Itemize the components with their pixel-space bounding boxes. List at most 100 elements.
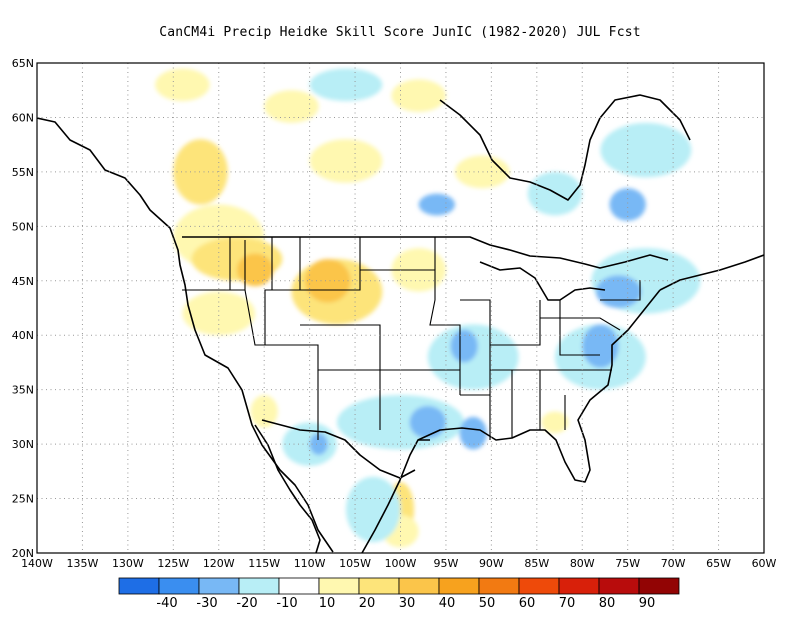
colorbar-label: 90 [639, 596, 656, 611]
colorbar-label: 20 [359, 596, 376, 611]
colorbar-label: -20 [236, 596, 257, 611]
skill-region [236, 253, 274, 287]
skill-region [305, 259, 351, 303]
skill-region [595, 275, 642, 308]
colorbar-bin [518, 577, 560, 595]
coastlines-and-borders [37, 94, 764, 553]
colorbar-label: -10 [276, 596, 297, 611]
skill-region [309, 139, 383, 183]
lon-tick-label: 85W [524, 557, 549, 570]
state-line [300, 324, 381, 370]
lat-tick-label: 40N [12, 329, 34, 342]
lat-tick-label: 65N [12, 57, 34, 70]
skill-region [541, 411, 569, 434]
colorbar-bin [358, 577, 400, 595]
lat-tick-label: 60N [12, 111, 34, 124]
lon-tick-label: 95W [434, 557, 459, 570]
state-line [317, 370, 381, 440]
lon-tick-label: 135W [67, 557, 99, 570]
lat-tick-label: 45N [12, 275, 34, 288]
colorbar-label: -40 [156, 596, 177, 611]
lat-tick-label: 50N [12, 220, 34, 233]
lon-tick-label: 65W [706, 557, 731, 570]
state-line [360, 236, 436, 270]
skill-region [309, 433, 328, 455]
skill-region [609, 188, 646, 221]
colorbar-label: 40 [439, 596, 456, 611]
skill-score-shading [155, 68, 701, 548]
us-mexico-border [261, 419, 416, 479]
skill-region [418, 193, 456, 216]
skill-region [182, 291, 256, 336]
lat-tick-label: 20N [12, 547, 34, 560]
pacific-coastline [37, 117, 334, 553]
lon-tick-label: 80W [570, 557, 595, 570]
lat-tick-label: 55N [12, 166, 34, 179]
lon-tick-label: 125W [157, 557, 189, 570]
chart-title: CanCM4i Precip Heidke Skill Score JunIC … [159, 25, 641, 40]
skill-region [391, 79, 446, 112]
state-line [360, 269, 461, 370]
state-line [490, 300, 541, 346]
lat-tick-label: 35N [12, 384, 34, 397]
state-line [540, 300, 621, 356]
skill-region [459, 416, 487, 450]
skill-region [409, 406, 446, 439]
lon-tick-label: 120W [203, 557, 235, 570]
state-line [244, 237, 301, 346]
colorbar-bin [558, 577, 600, 595]
state-line [265, 344, 380, 371]
us-gulf-coast [417, 289, 661, 483]
map-frame [36, 62, 765, 554]
colorbar-label: -30 [196, 596, 217, 611]
colorbar-bin [478, 577, 520, 595]
colorbar-bin [318, 577, 360, 595]
skill-region [250, 395, 278, 428]
state-borders [182, 236, 641, 440]
great-lakes [479, 261, 606, 301]
state-line [380, 369, 461, 395]
skill-region [264, 90, 319, 123]
skill-region [155, 68, 210, 102]
colorbar-label: 80 [599, 596, 616, 611]
state-line [600, 280, 641, 301]
lon-tick-label: 90W [479, 557, 504, 570]
colorbar: -40 -30 -20 -10 10 20 30 40 50 60 70 80 90 [118, 577, 680, 611]
lon-tick-label: 115W [248, 557, 280, 570]
colorbar-bin [158, 577, 200, 595]
lon-tick-label: 130W [112, 557, 144, 570]
colorbar-bin [398, 577, 440, 595]
lat-tick-label: 30N [12, 438, 34, 451]
lon-tick-label: 60W [752, 557, 777, 570]
skill-region [600, 122, 692, 178]
baja-peninsula [254, 424, 321, 553]
lon-tick-label: 105W [339, 557, 371, 570]
lon-tick-label: 100W [385, 557, 417, 570]
skill-region [345, 476, 401, 543]
colorbar-bin [638, 577, 680, 595]
colorbar-bin [278, 577, 320, 595]
colorbar-bin [118, 577, 160, 595]
lon-tick-label: 110W [294, 557, 326, 570]
skill-region [173, 139, 228, 205]
skill-region [309, 68, 383, 102]
lon-tick-label: 140W [21, 557, 53, 570]
colorbar-label: 50 [479, 596, 496, 611]
colorbar-label: 30 [399, 596, 416, 611]
colorbar-bin [438, 577, 480, 595]
state-line [300, 237, 361, 291]
colorbar-label: 70 [559, 596, 576, 611]
skill-region [450, 329, 478, 363]
colorbar-bin [598, 577, 640, 595]
atlantic-canada-coast [659, 254, 764, 291]
hudson-bay [439, 94, 691, 201]
lat-tick-label: 25N [12, 493, 34, 506]
skill-region [582, 324, 619, 368]
colorbar-label: 10 [319, 596, 336, 611]
lon-tick-label: 75W [615, 557, 640, 570]
canada-us-border [182, 236, 669, 269]
lon-tick-label: 70W [661, 557, 686, 570]
colorbar-label: 60 [519, 596, 536, 611]
